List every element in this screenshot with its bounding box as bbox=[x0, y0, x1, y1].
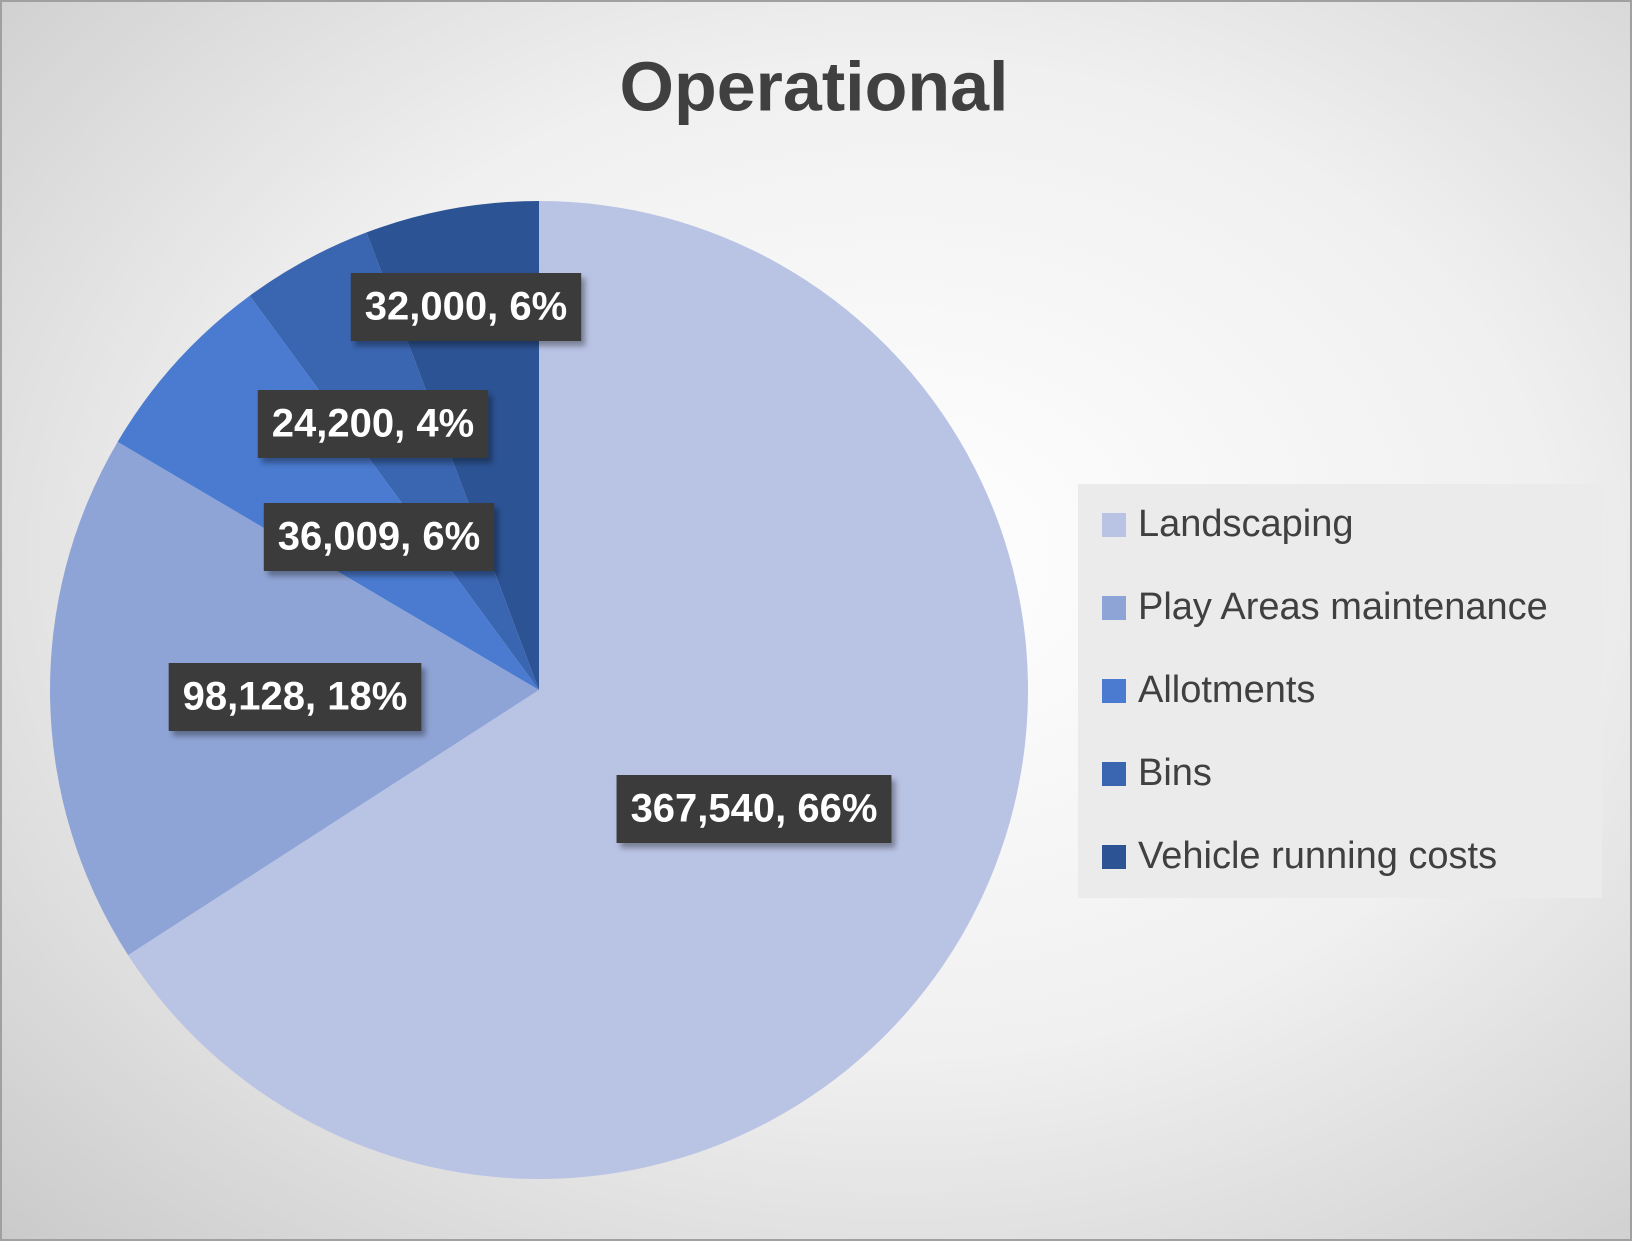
data-label: 32,000, 6% bbox=[365, 285, 567, 329]
legend-label: Landscaping bbox=[1138, 503, 1354, 545]
legend-swatch bbox=[1102, 762, 1126, 786]
legend-swatch bbox=[1102, 679, 1126, 703]
data-label: 98,128, 18% bbox=[183, 675, 408, 719]
legend-label: Allotments bbox=[1138, 669, 1315, 711]
pie-slice bbox=[117, 295, 539, 690]
pie-slice bbox=[128, 201, 1028, 1179]
data-label: 367,540, 66% bbox=[631, 787, 878, 831]
data-label: 36,009, 6% bbox=[278, 515, 480, 559]
data-label-box bbox=[263, 503, 495, 571]
data-label-box bbox=[350, 273, 582, 341]
legend-swatch bbox=[1102, 596, 1126, 620]
chart-title: Operational bbox=[620, 47, 1009, 125]
data-label-box bbox=[616, 775, 892, 843]
legend-swatch bbox=[1102, 513, 1126, 537]
legend-label: Vehicle running costs bbox=[1138, 835, 1497, 877]
legend-label: Play Areas maintenance bbox=[1138, 586, 1548, 628]
data-label-box bbox=[257, 390, 489, 458]
legend-label: Bins bbox=[1138, 752, 1212, 794]
pie-slice bbox=[249, 232, 539, 691]
data-label-box bbox=[168, 663, 422, 731]
legend-swatch bbox=[1102, 845, 1126, 869]
data-label: 24,200, 4% bbox=[272, 402, 474, 446]
legend-box bbox=[1078, 484, 1602, 898]
